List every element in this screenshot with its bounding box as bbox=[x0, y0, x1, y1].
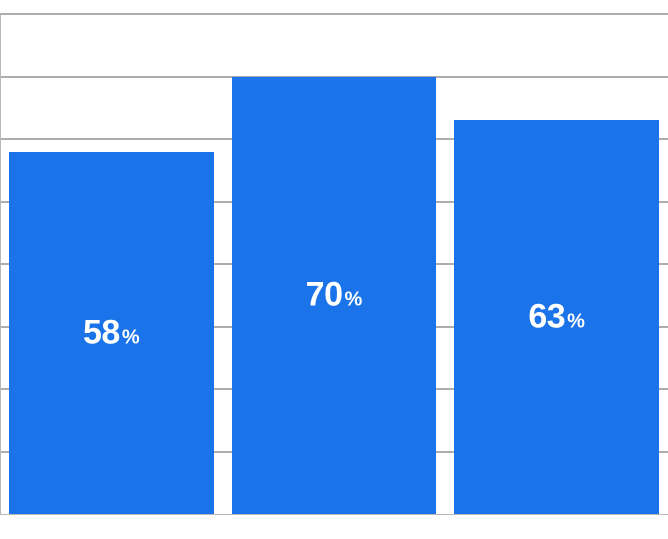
bar-value-suffix: % bbox=[345, 289, 363, 311]
bar: 58% bbox=[9, 152, 214, 515]
percentage-bar-chart: 58%70%63% bbox=[0, 0, 668, 539]
y-axis-line bbox=[0, 14, 1, 514]
bar-value: 70 bbox=[306, 276, 343, 314]
bar-value: 58 bbox=[83, 313, 120, 351]
bar-value-label: 58% bbox=[83, 313, 140, 352]
plot-area: 58%70%63% bbox=[0, 14, 668, 514]
bar-value: 63 bbox=[528, 298, 565, 336]
bar-value-suffix: % bbox=[122, 326, 140, 348]
gridline bbox=[0, 13, 668, 15]
bar-value-label: 63% bbox=[528, 298, 585, 337]
bar: 70% bbox=[232, 77, 437, 515]
bar-value-label: 70% bbox=[306, 276, 363, 315]
bar: 63% bbox=[454, 120, 659, 514]
bar-value-suffix: % bbox=[567, 311, 585, 333]
x-axis-line bbox=[0, 514, 668, 515]
